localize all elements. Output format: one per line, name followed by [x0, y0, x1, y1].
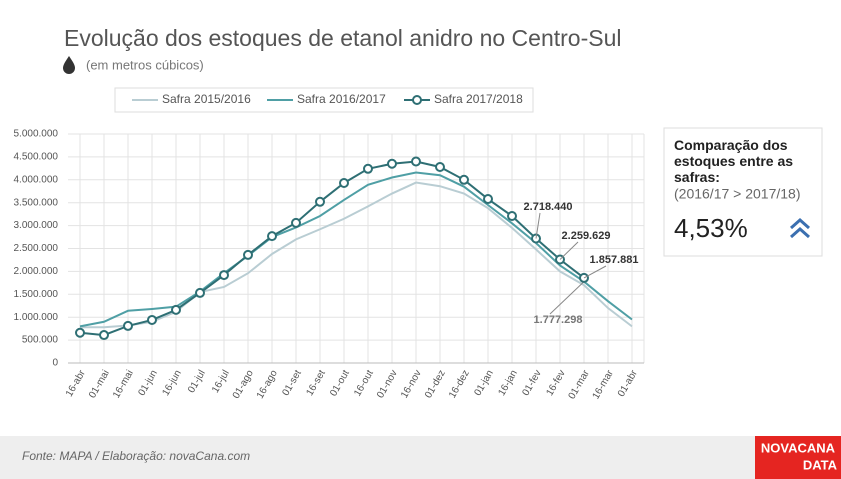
x-tick-label: 16-abr	[64, 368, 88, 399]
data-point	[123, 320, 133, 331]
x-tick-label: 01-dez	[423, 368, 448, 400]
up-icon	[790, 217, 810, 239]
data-point	[219, 270, 229, 281]
x-tick-label: 01-jun	[136, 368, 159, 398]
y-tick-label: 2.000.000	[14, 266, 59, 277]
data-label: 1.857.881	[590, 254, 639, 266]
x-tick-label: 01-jul	[186, 368, 208, 395]
y-tick-label: 1.000.000	[14, 312, 59, 323]
y-tick-label: 2.500.000	[14, 243, 59, 254]
x-tick-label: 16-set	[304, 368, 328, 398]
x-tick-label: 01-fev	[520, 368, 543, 398]
data-label: 1.777.298	[534, 314, 583, 326]
series-line	[80, 181, 633, 329]
data-point	[339, 178, 349, 189]
x-tick-label: 01-mai	[87, 368, 112, 400]
data-point	[99, 330, 109, 341]
label-leader	[535, 212, 541, 239]
panel-heading: Comparação dos estoques entre as safras:	[674, 137, 793, 185]
label-leader	[559, 241, 579, 260]
x-tick-label: 16-mar	[591, 368, 617, 402]
legend-marker	[412, 95, 422, 105]
data-point	[387, 158, 397, 169]
data-point	[411, 156, 421, 167]
legend-label: Safra 2016/2017	[297, 92, 386, 106]
y-tick-label: 4.500.000	[14, 152, 59, 163]
data-point	[267, 231, 277, 242]
data-point	[363, 163, 373, 174]
x-tick-label: 01-jan	[472, 368, 495, 398]
data-point	[507, 210, 517, 221]
legend-box	[114, 87, 534, 113]
y-tick-label: 5.000.000	[14, 129, 59, 140]
data-point	[459, 174, 469, 185]
x-tick-label: 01-set	[280, 368, 304, 398]
panel-subheading: (2016/17 > 2017/18)	[674, 186, 801, 202]
data-point	[435, 161, 445, 172]
x-tick-label: 16-ago	[255, 368, 280, 401]
x-tick-label: 01-ago	[231, 368, 256, 401]
x-tick-label: 16-jul	[210, 368, 232, 395]
x-tick-label: 01-nov	[375, 368, 400, 400]
logo-top: NOVACANA	[761, 440, 836, 455]
x-tick-label: 01-mar	[567, 368, 593, 402]
data-point	[195, 287, 205, 298]
x-tick-label: 16-nov	[399, 368, 424, 400]
logo	[755, 436, 841, 479]
panel-value: 4,53%	[674, 213, 748, 243]
data-point	[483, 194, 493, 205]
x-tick-label: 01-out	[328, 368, 352, 398]
data-point	[75, 327, 85, 338]
chart-title: Evolução dos estoques de etanol anidro n…	[64, 25, 621, 51]
x-tick-label: 16-dez	[447, 368, 472, 400]
x-tick-label: 16-out	[352, 368, 376, 398]
series-line	[79, 160, 585, 337]
data-label: 2.718.440	[524, 201, 573, 213]
x-tick-label: 16-fev	[544, 368, 567, 398]
data-point	[243, 249, 253, 260]
footer-source: Fonte: MAPA / Elaboração: novaCana.com	[22, 449, 250, 463]
label-leader	[583, 265, 607, 279]
footer-band	[0, 436, 841, 479]
x-tick-label: 16-jun	[160, 368, 183, 398]
data-point	[315, 196, 325, 207]
legend-label: Safra 2017/2018	[434, 92, 523, 106]
drop-icon	[63, 56, 75, 74]
data-point	[147, 314, 157, 325]
data-point	[171, 304, 181, 315]
y-tick-label: 500.000	[22, 335, 59, 346]
data-point	[291, 217, 301, 228]
chart-subtitle: (em metros cúbicos)	[86, 57, 204, 72]
y-tick-label: 3.500.000	[14, 197, 59, 208]
x-tick-label: 16-mai	[111, 368, 136, 400]
legend-label: Safra 2015/2016	[162, 92, 251, 106]
label-leader	[549, 281, 585, 315]
y-tick-label: 0	[52, 358, 58, 369]
y-tick-label: 1.500.000	[14, 289, 59, 300]
y-tick-label: 4.000.000	[14, 174, 59, 185]
data-label: 2.259.629	[562, 230, 611, 242]
y-tick-label: 3.000.000	[14, 220, 59, 231]
x-tick-label: 16-jan	[496, 368, 519, 398]
logo-bottom: DATA	[803, 457, 838, 472]
x-tick-label: 01-abr	[616, 368, 640, 399]
